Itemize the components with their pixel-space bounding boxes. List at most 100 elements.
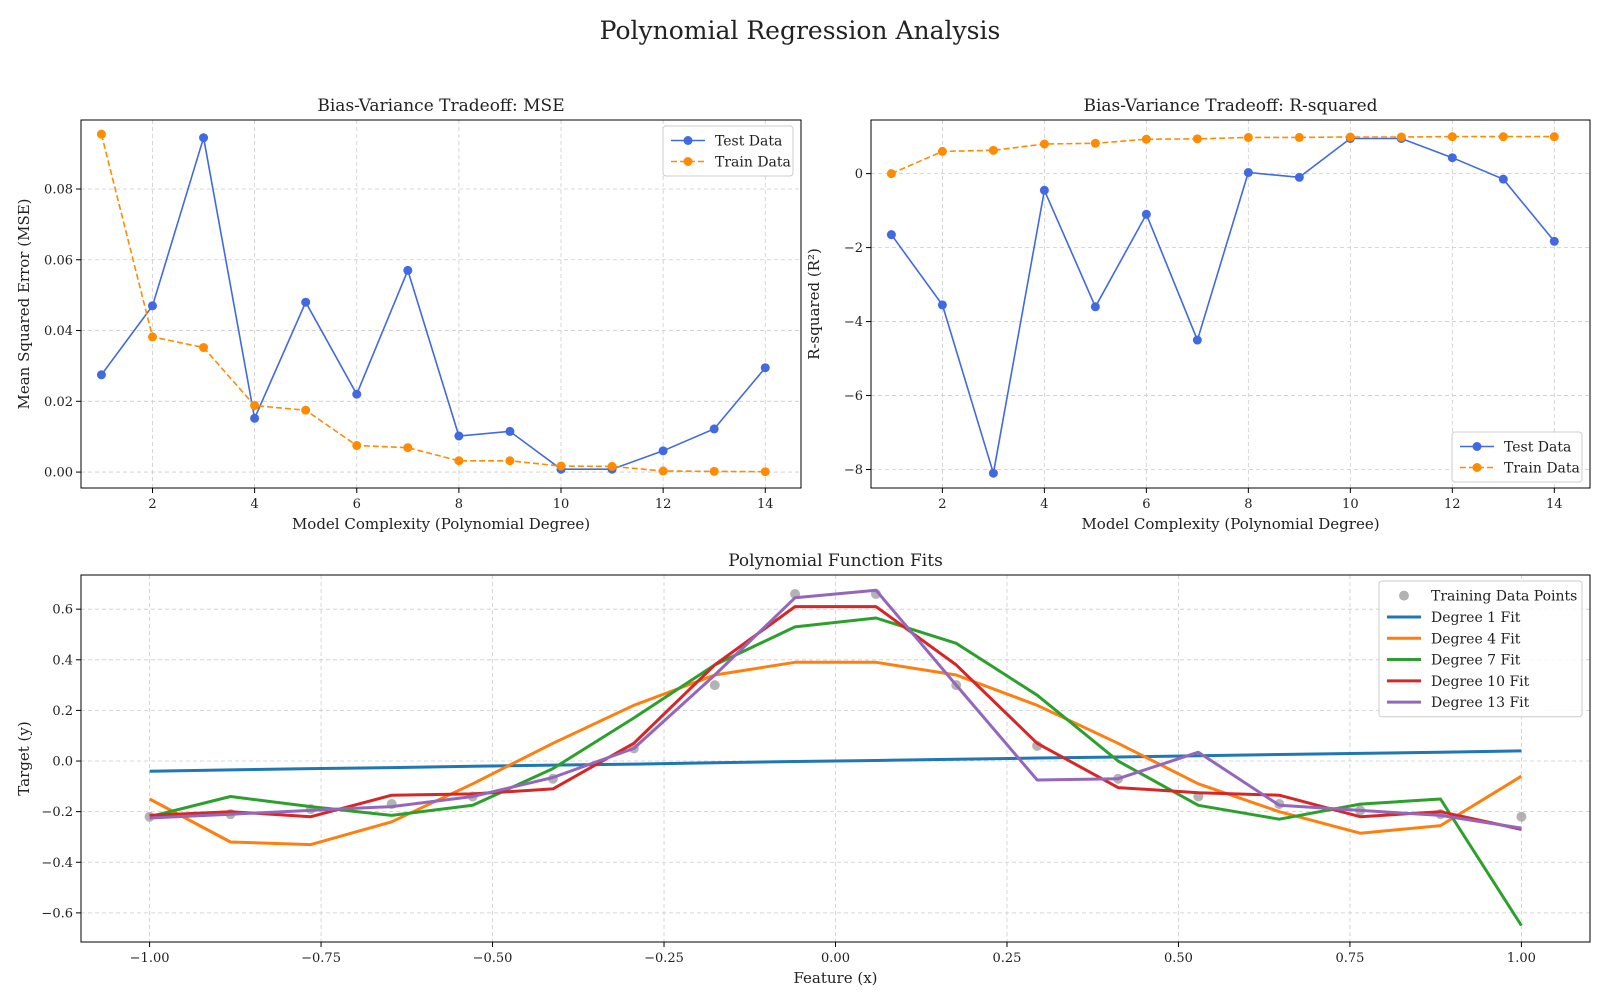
data-point bbox=[301, 297, 311, 307]
x-tick-label: 0.25 bbox=[993, 951, 1022, 966]
data-point bbox=[147, 301, 157, 311]
data-point bbox=[1447, 153, 1457, 163]
y-tick-label: −0.2 bbox=[41, 805, 73, 820]
y-tick-label: 0.02 bbox=[44, 395, 73, 410]
y-tick-label: −6 bbox=[844, 389, 863, 404]
x-tick-label: 10 bbox=[553, 497, 570, 512]
plot-area bbox=[96, 129, 770, 477]
x-tick-label: 14 bbox=[757, 497, 774, 512]
data-point bbox=[301, 405, 311, 415]
x-tick-label: −0.75 bbox=[301, 951, 341, 966]
x-tick-label: 2 bbox=[938, 497, 946, 512]
data-point bbox=[1141, 134, 1151, 144]
data-point bbox=[937, 300, 947, 310]
data-point bbox=[96, 129, 106, 139]
x-tick-label: 10 bbox=[1342, 497, 1359, 512]
legend-box bbox=[1451, 431, 1583, 483]
data-point bbox=[505, 426, 515, 436]
data-point bbox=[607, 461, 617, 471]
plot-area bbox=[886, 132, 1559, 478]
data-point bbox=[988, 468, 998, 478]
x-tick-label: 2 bbox=[148, 497, 156, 512]
fit-line-degree-10-fit bbox=[149, 605, 1522, 831]
legend: Training Data Points Degree 1 Fit Degree 4… bbox=[1378, 580, 1583, 718]
fit-line-degree-1-fit bbox=[149, 749, 1522, 773]
training-data-point bbox=[1516, 811, 1527, 822]
legend-box bbox=[662, 125, 794, 177]
x-tick-label: −1.00 bbox=[130, 951, 170, 966]
data-point bbox=[556, 461, 566, 471]
x-tick-label: 12 bbox=[655, 497, 672, 512]
data-point bbox=[886, 169, 896, 179]
x-tick-label: 6 bbox=[1142, 497, 1150, 512]
legend-label: Test Data bbox=[715, 134, 782, 150]
y-tick-label: 0.0 bbox=[52, 755, 73, 770]
data-point bbox=[1498, 174, 1508, 184]
y-tick-label: 0.06 bbox=[44, 253, 73, 268]
data-point bbox=[1039, 185, 1049, 195]
x-tick-label: −0.25 bbox=[644, 951, 684, 966]
data-point bbox=[1039, 139, 1049, 149]
data-point bbox=[1141, 209, 1151, 219]
legend-label: Degree 4 Fit bbox=[1431, 631, 1521, 647]
data-point bbox=[937, 146, 947, 156]
fit-line-degree-13-fit bbox=[149, 588, 1522, 830]
data-point bbox=[403, 265, 413, 275]
data-point bbox=[988, 145, 998, 155]
axes-frame bbox=[80, 119, 802, 489]
y-tick-label: −4 bbox=[844, 315, 863, 330]
x-tick-label: 14 bbox=[1546, 497, 1563, 512]
data-point bbox=[1243, 132, 1253, 142]
y-tick-label: 0.08 bbox=[44, 183, 73, 198]
legend-box bbox=[1378, 580, 1583, 718]
data-point bbox=[1243, 168, 1253, 178]
legend: Test Data Train Data bbox=[1451, 431, 1583, 483]
x-axis-label: Model Complexity (Polynomial Degree) bbox=[292, 515, 590, 533]
data-point bbox=[250, 401, 260, 411]
data-point bbox=[709, 424, 719, 434]
x-axis-label: Feature (x) bbox=[793, 969, 877, 987]
data-point bbox=[505, 456, 515, 466]
x-tick-label: 12 bbox=[1444, 497, 1461, 512]
data-point bbox=[403, 443, 413, 453]
data-point bbox=[454, 456, 464, 466]
data-point bbox=[658, 446, 668, 456]
series-line-train-data bbox=[891, 135, 1555, 175]
data-point bbox=[147, 332, 157, 342]
x-tick-label: 4 bbox=[1040, 497, 1048, 512]
data-point bbox=[352, 389, 362, 399]
legend-label: Training Data Points bbox=[1431, 589, 1577, 605]
x-tick-label: 0.00 bbox=[821, 951, 850, 966]
y-tick-label: −0.4 bbox=[41, 856, 73, 871]
legend-label: Test Data bbox=[1504, 440, 1571, 456]
chart-title: Bias-Variance Tradeoff: MSE bbox=[317, 96, 564, 116]
training-data-point bbox=[709, 680, 720, 691]
legend-label: Degree 1 Fit bbox=[1431, 610, 1521, 626]
data-point bbox=[1498, 132, 1508, 142]
data-point bbox=[250, 413, 260, 423]
legend-label: Degree 7 Fit bbox=[1431, 653, 1521, 669]
axes-frame bbox=[870, 119, 1591, 489]
x-tick-label: 8 bbox=[1244, 497, 1252, 512]
y-tick-label: 0.6 bbox=[52, 603, 73, 618]
figure-title: Polynomial Regression Analysis bbox=[600, 16, 1001, 45]
mse-chart: 2 4 6 8 10 12 14 0.00 0.02 0.04 0.06 0.08 Bias-Varia… bbox=[15, 96, 802, 533]
data-point bbox=[1090, 302, 1100, 312]
data-point bbox=[1396, 132, 1406, 142]
legend-label: Train Data bbox=[1504, 461, 1580, 477]
y-axis-label: R-squared (R²) bbox=[805, 248, 823, 360]
data-point bbox=[1294, 132, 1304, 142]
data-point bbox=[454, 431, 464, 441]
legend-marker bbox=[683, 136, 693, 145]
legend-marker bbox=[1472, 442, 1482, 451]
data-point bbox=[709, 466, 719, 476]
fit-line-degree-7-fit bbox=[149, 616, 1523, 927]
legend: Test Data Train Data bbox=[662, 125, 794, 177]
series-line-test-data bbox=[100, 137, 766, 471]
x-tick-label: 6 bbox=[353, 497, 361, 512]
data-point bbox=[96, 370, 106, 380]
data-point bbox=[1192, 134, 1202, 144]
chart-title: Bias-Variance Tradeoff: R-squared bbox=[1083, 96, 1377, 116]
